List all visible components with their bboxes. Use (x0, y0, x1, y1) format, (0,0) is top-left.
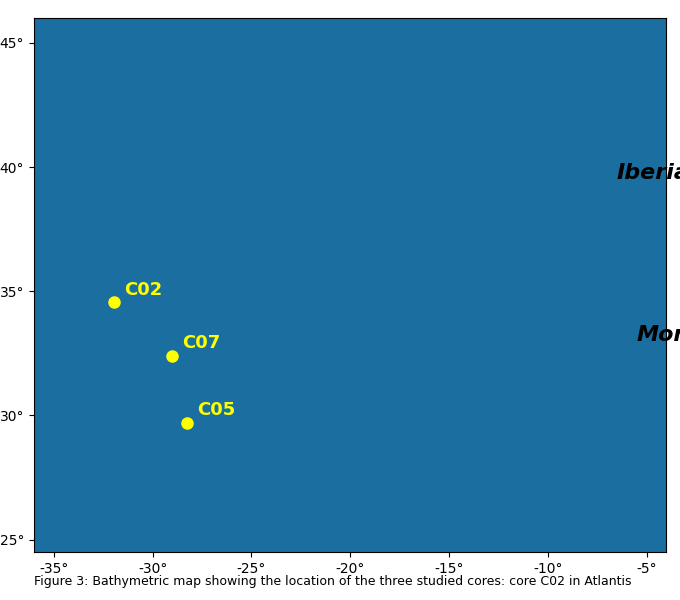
Text: Figure 3: Bathymetric map showing the location of the three studied cores: core : Figure 3: Bathymetric map showing the lo… (34, 575, 632, 588)
Text: Iberia: Iberia (617, 163, 680, 184)
Text: Morocco: Morocco (636, 325, 680, 345)
Text: C05: C05 (197, 401, 235, 419)
Text: C02: C02 (124, 281, 163, 299)
Text: C07: C07 (182, 334, 220, 352)
